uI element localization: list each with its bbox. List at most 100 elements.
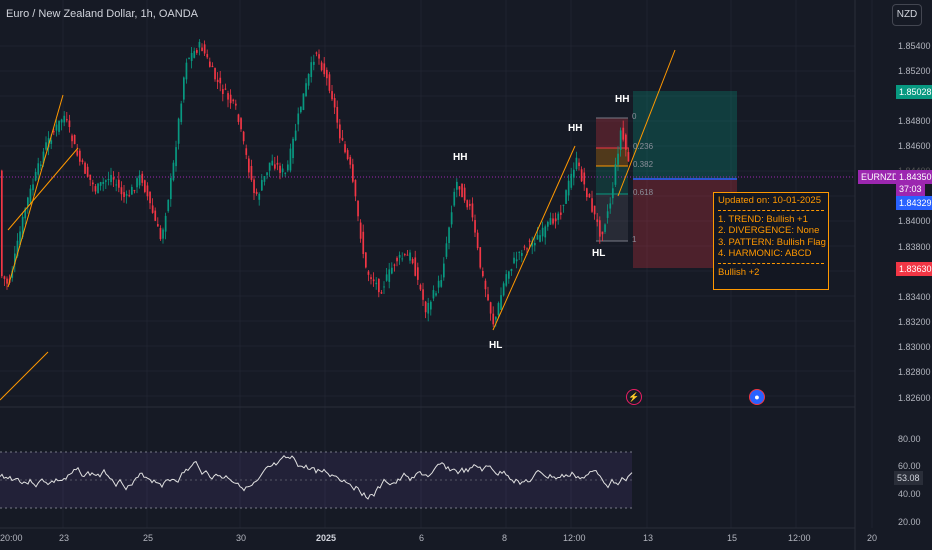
candle-body	[479, 247, 482, 268]
candle-body	[328, 74, 331, 91]
price-label: 1.82600	[898, 393, 931, 403]
candle-body	[513, 257, 515, 264]
lightning-icon[interactable]: ⚡	[626, 389, 642, 405]
currency-button[interactable]: NZD	[892, 4, 922, 26]
candle-body	[591, 198, 593, 212]
candle-body	[79, 150, 81, 162]
candle-body	[229, 94, 232, 104]
price-label: 1.82800	[898, 367, 931, 377]
rsi-axis-label: 60.00	[898, 461, 921, 471]
price-label: 1.84000	[898, 216, 931, 226]
candle-body	[586, 188, 588, 198]
candle-body	[541, 227, 544, 237]
candle-body	[261, 180, 263, 191]
candle-body	[440, 280, 443, 287]
candle-body	[370, 277, 372, 280]
candle-body	[50, 140, 53, 144]
candle-body	[55, 124, 58, 131]
candle-body	[547, 221, 549, 227]
price-label: 1.85200	[898, 66, 931, 76]
candle-body	[445, 243, 448, 257]
candle-body	[557, 213, 560, 220]
candle-body	[458, 186, 461, 190]
candle-body	[549, 218, 552, 225]
candle-body	[331, 91, 333, 100]
candle-body	[125, 194, 128, 196]
candle-body	[614, 164, 617, 185]
candle-body	[471, 203, 474, 218]
candle-body	[222, 89, 224, 94]
candle-body	[461, 183, 463, 198]
fib-label: 1	[632, 235, 637, 244]
candle-body	[63, 115, 66, 123]
info-line: 1. TREND: Bullish +1	[718, 213, 808, 225]
time-label: 12:00	[788, 533, 811, 543]
candle-body	[596, 219, 599, 222]
candlestick-series	[1, 39, 630, 328]
candle-body	[619, 130, 622, 150]
candle-body	[105, 180, 107, 182]
candle-body	[320, 62, 323, 71]
chart-title: Euro / New Zealand Dollar, 1h, OANDA	[6, 8, 198, 20]
price-label: 1.83800	[898, 242, 931, 252]
candle-body	[1, 170, 3, 277]
candle-body	[502, 283, 505, 296]
candle-body	[495, 316, 497, 320]
candle-body	[60, 119, 63, 123]
candle-body	[622, 127, 625, 140]
candle-body	[401, 258, 404, 260]
long-position-profit-zone[interactable]	[633, 91, 737, 179]
candle-body	[131, 187, 133, 195]
stop-price-tag: 1.83630	[896, 262, 932, 276]
candle-body	[567, 180, 570, 196]
candle-body	[385, 274, 388, 281]
candle-body	[375, 282, 378, 285]
candle-body	[151, 205, 154, 213]
time-label: 8	[502, 533, 508, 543]
swing-label-hh: HH	[615, 94, 630, 105]
candle-body	[86, 166, 89, 177]
candle-body	[235, 103, 237, 106]
candle-body	[606, 211, 609, 218]
swing-label-hl: HL	[489, 340, 503, 351]
candle-body	[84, 162, 86, 174]
rsi-line	[0, 454, 633, 500]
swing-label-hh: HH	[568, 123, 583, 134]
candle-body	[393, 264, 396, 266]
candle-body	[354, 179, 357, 197]
candle-body	[346, 150, 349, 160]
candle-body	[3, 276, 6, 279]
candle-body	[601, 231, 604, 235]
candle-body	[372, 279, 375, 282]
candle-body	[211, 65, 214, 68]
candle-body	[604, 224, 606, 232]
fib-retracement[interactable]	[596, 117, 628, 242]
candle-body	[409, 252, 411, 261]
time-label: 12:00	[563, 533, 586, 543]
candle-body	[489, 302, 492, 314]
candle-body	[102, 181, 105, 184]
candle-body	[175, 147, 177, 167]
price-label: 1.83200	[898, 317, 931, 327]
candle-body	[515, 259, 518, 262]
candle-body	[562, 204, 565, 206]
candle-body	[68, 120, 71, 128]
candle-body	[625, 134, 627, 150]
candle-body	[123, 192, 125, 198]
candle-body	[435, 293, 437, 296]
trend-lines[interactable]	[0, 49, 676, 401]
candle-body	[588, 193, 591, 198]
candle-body	[97, 183, 99, 194]
candle-body	[560, 212, 562, 215]
candle-body	[232, 99, 235, 102]
candle-body	[245, 148, 248, 155]
swing-label-hl: HL	[592, 248, 606, 259]
candle-body	[487, 294, 489, 301]
candle-body	[554, 218, 557, 222]
candle-body	[76, 150, 79, 156]
flag-circle-icon[interactable]: ●	[749, 389, 765, 405]
candle-body	[255, 191, 258, 194]
swing-label-hh: HH	[453, 152, 468, 163]
candle-body	[154, 210, 157, 221]
